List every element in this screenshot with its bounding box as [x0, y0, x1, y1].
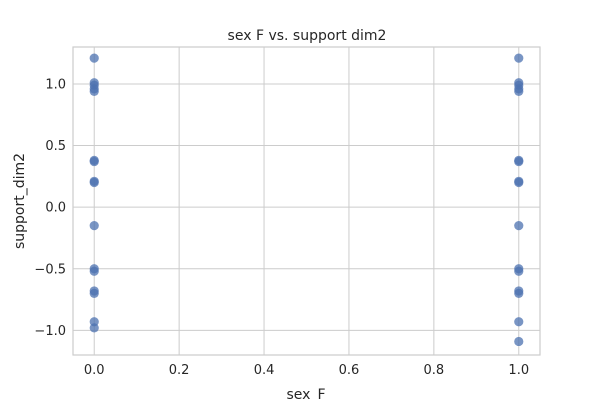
y-tick-label: 0.0 [45, 201, 66, 216]
x-tick-label: 0.4 [254, 363, 275, 378]
tick-layer: 0.0 0.2 0.4 0.6 0.8 1.0 −1.0 −0.5 0.0 0.5 1.0 [34, 77, 529, 378]
data-point [514, 177, 524, 188]
data-point [514, 336, 524, 347]
x-tick-label: 0.8 [424, 363, 445, 378]
y-axis-label: support_dim2 [12, 153, 28, 249]
points-layer [89, 53, 524, 347]
data-point [514, 86, 524, 96]
x-tick-label: 0.2 [169, 363, 190, 378]
grid-layer [73, 47, 540, 355]
data-point [514, 53, 524, 63]
data-point [89, 53, 99, 63]
data-point [89, 177, 99, 188]
data-point [514, 317, 524, 327]
data-point [89, 266, 99, 276]
y-tick-label: −1.0 [34, 324, 66, 339]
x-tick-label: 0.6 [339, 363, 360, 378]
y-tick-label: −0.5 [34, 262, 66, 277]
data-point [89, 288, 99, 298]
y-tick-label: 0.5 [45, 139, 66, 154]
data-point [89, 86, 99, 96]
data-point [514, 266, 524, 276]
x-tick-label: 1.0 [508, 363, 529, 378]
data-point [514, 156, 524, 167]
data-point [89, 221, 99, 231]
data-point [89, 323, 99, 333]
plot-frame [72, 46, 541, 356]
x-tick-label: 0.0 [84, 363, 105, 378]
data-point [514, 221, 524, 231]
y-tick-label: 1.0 [45, 77, 66, 92]
data-point [514, 288, 524, 298]
chart-title: sex F vs. support dim2 [228, 28, 387, 44]
x-axis-label: sex_F [287, 387, 326, 400]
data-point [89, 156, 99, 167]
